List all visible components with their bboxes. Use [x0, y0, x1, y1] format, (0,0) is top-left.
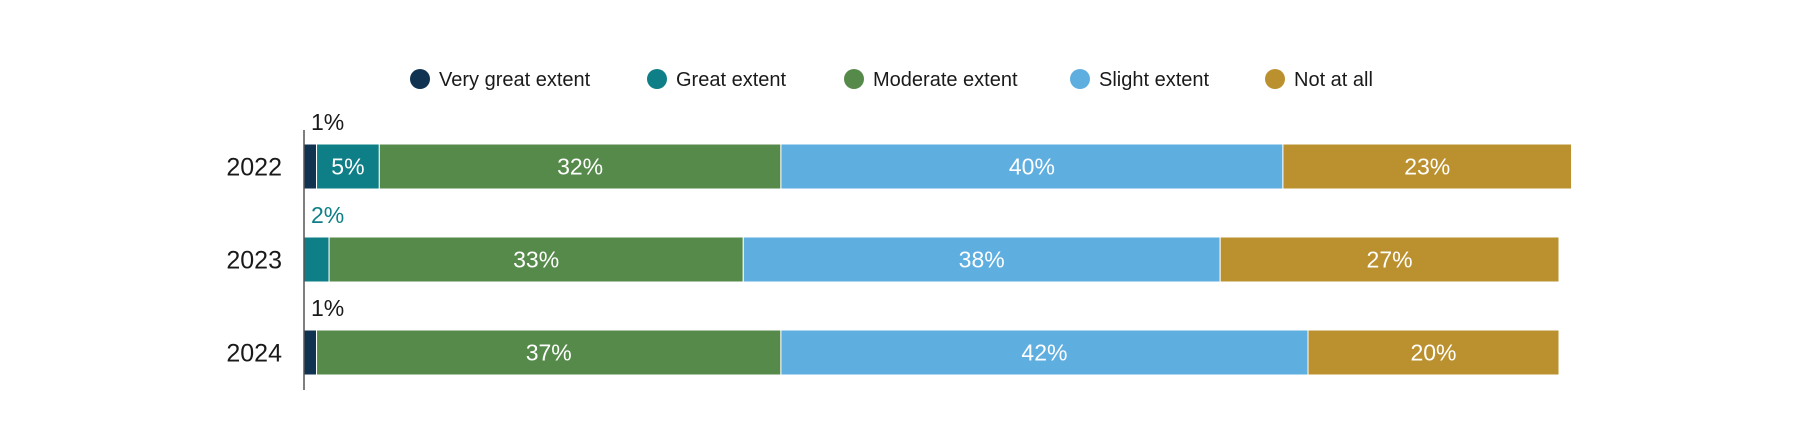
category-label-2024: 2024: [226, 340, 282, 368]
bar-2023-great-extent: [303, 236, 330, 283]
data-label-2022-moderate-extent: 32%: [557, 154, 603, 180]
bar-2022-not-at-all: [1282, 143, 1573, 190]
data-label-2022-great-extent: 5%: [331, 154, 364, 180]
bar-2023-not-at-all: [1219, 236, 1560, 283]
data-label-2023-not-at-all: 27%: [1367, 247, 1413, 273]
legend-label-slight-extent: Slight extent: [1099, 69, 1210, 91]
legend: Very great extent Great extent Moderate ex…: [410, 69, 1373, 91]
data-label-2022-not-at-all: 23%: [1404, 154, 1450, 180]
legend-marker-not-at-all: [1265, 69, 1285, 89]
legend-label-moderate-extent: Moderate extent: [873, 69, 1018, 91]
data-label-2023-moderate-extent: 33%: [513, 247, 559, 273]
bar-2023-moderate-extent: [328, 236, 744, 283]
data-label-2022-slight-extent: 40%: [1009, 154, 1055, 180]
data-label-2024-moderate-extent: 37%: [526, 340, 572, 366]
bar-2022-slight-extent: [780, 143, 1284, 190]
data-label-2022-very-great-extent: 1%: [311, 109, 344, 135]
data-label-2023-great-extent: 2%: [311, 202, 344, 228]
data-label-2023-slight-extent: 38%: [959, 247, 1005, 273]
legend-label-very-great-extent: Very great extent: [439, 69, 591, 91]
data-label-2024-not-at-all: 20%: [1410, 340, 1456, 366]
legend-marker-great-extent: [647, 69, 667, 89]
bar-2022-moderate-extent: [378, 143, 782, 190]
legend-marker-very-great-extent: [410, 69, 430, 89]
legend-label-great-extent: Great extent: [676, 69, 787, 91]
data-label-2024-very-great-extent: 1%: [311, 295, 344, 321]
data-label-2024-slight-extent: 42%: [1021, 340, 1067, 366]
category-label-2023: 2023: [226, 247, 282, 275]
bar-2024-not-at-all: [1307, 329, 1560, 376]
bars: 1% 5% 32% 40% 23% 2% 33% 38% 27% 1% 37% 42% 20%: [303, 109, 1573, 376]
bar-2022-great-extent: [316, 143, 380, 190]
bar-2024-moderate-extent: [316, 329, 782, 376]
category-label-2022: 2022: [226, 154, 282, 182]
bar-2023-slight-extent: [742, 236, 1221, 283]
legend-label-not-at-all: Not at all: [1294, 69, 1373, 91]
bar-2024-very-great-extent: [303, 329, 318, 376]
legend-marker-slight-extent: [1070, 69, 1090, 89]
category-labels: 2022 2023 2024: [226, 154, 282, 368]
legend-marker-moderate-extent: [844, 69, 864, 89]
bar-2024-slight-extent: [780, 329, 1309, 376]
bar-2022-very-great-extent: [303, 143, 318, 190]
